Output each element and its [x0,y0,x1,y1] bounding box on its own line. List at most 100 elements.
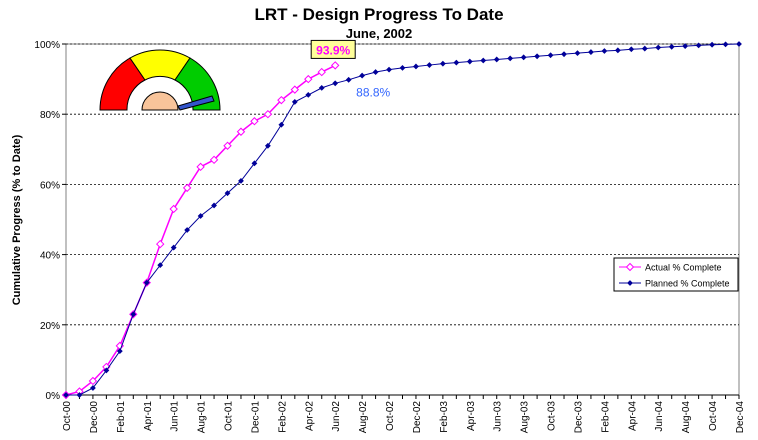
x-tick-label: Aug-02 [358,401,369,434]
planned-marker [157,262,164,269]
planned-marker [628,46,635,53]
x-tick-label: Dec-04 [735,401,746,434]
actual-marker [330,61,340,70]
actual-marker [169,204,178,214]
planned-marker [345,76,352,83]
gauge-hub [141,91,179,111]
x-tick-label: Oct-01 [224,401,235,431]
x-tick-label: Dec-03 [573,401,584,434]
y-tick-label: 40% [40,251,60,262]
y-tick-label: 20% [40,321,60,332]
x-tick-label: Aug-03 [520,401,531,434]
planned-marker [332,80,339,87]
planned-marker [116,348,123,355]
actual-marker [156,239,165,249]
planned-marker [318,84,325,91]
planned-marker [574,50,581,57]
actual-marker [277,95,286,105]
chart-title: LRT - Design Progress To Date [254,5,503,24]
planned-marker [709,41,715,48]
gauge [99,49,221,111]
legend-marker [625,262,635,272]
actual-marker [263,109,273,119]
legend-marker [627,280,633,286]
actual-marker [182,183,192,193]
planned-marker [76,392,83,398]
value-label: 88.8% [356,85,390,99]
legend-label: Actual % Complete [645,263,722,273]
gauge-needle [177,95,215,111]
planned-marker [238,177,244,184]
planned-marker [695,42,702,49]
x-tick-label: Apr-03 [466,401,477,431]
actual-marker [317,67,326,77]
planned-marker [561,51,567,58]
x-tick-label: Aug-04 [681,401,692,434]
value-label: 93.9% [316,43,350,57]
planned-marker [251,160,258,167]
planned-marker [386,66,392,73]
x-tick-label: Dec-00 [89,401,100,434]
chart-subtitle: June, 2002 [346,26,413,41]
y-axis-label: Cumulative Progress (% to Date) [11,134,23,305]
x-tick-label: Jun-02 [331,401,342,432]
legend-label: Planned % Complete [645,279,730,289]
actual-marker [88,376,98,386]
x-tick-label: Oct-00 [62,401,73,431]
legend-box [613,257,739,292]
x-tick-label: Aug-01 [197,401,208,434]
planned-marker [547,52,554,59]
x-tick-label: Oct-02 [385,401,396,431]
x-tick-label: Feb-02 [277,401,288,433]
planned-marker [211,202,217,209]
planned-marker [103,367,110,374]
x-tick-label: Apr-01 [143,401,154,431]
planned-marker [722,41,729,48]
actual-marker [304,74,313,84]
planned-marker [197,213,204,219]
planned-marker [291,99,298,105]
planned-marker [372,69,379,75]
actual-marker [209,155,219,165]
planned-marker [305,91,312,98]
x-tick-label: Oct-04 [708,401,719,431]
actual-marker [290,85,300,94]
x-tick-label: Dec-01 [250,401,261,434]
x-tick-label: Jun-03 [493,401,504,432]
planned-marker [736,41,742,47]
planned-marker [439,60,446,67]
y-tick-label: 100% [34,40,60,51]
value-label-box [310,39,356,59]
x-tick-label: Jun-04 [654,401,665,432]
planned-marker [601,48,608,54]
planned-marker [614,47,621,54]
planned-marker [224,190,231,197]
x-tick-label: Jun-01 [170,401,181,432]
y-tick-label: 60% [40,180,60,191]
actual-marker [236,127,246,136]
x-tick-label: Feb-01 [116,401,127,433]
x-tick-label: Apr-04 [627,401,638,431]
x-tick-label: Feb-03 [439,401,450,433]
planned-marker [466,58,473,65]
planned-marker [588,49,594,55]
planned-marker [170,244,177,251]
series-line [65,64,336,396]
planned-marker [90,385,96,391]
y-tick-label: 0% [46,391,61,402]
y-tick-label: 80% [40,110,60,121]
planned-marker [264,142,271,149]
planned-marker [63,392,69,398]
x-tick-label: Dec-02 [412,401,423,434]
planned-marker [655,44,662,51]
planned-marker [399,64,406,71]
planned-marker [641,45,648,52]
planned-marker [507,55,514,62]
planned-marker [493,56,500,63]
x-tick-label: Feb-04 [600,401,611,433]
planned-marker [668,43,675,50]
planned-marker [359,72,366,79]
planned-marker [682,43,689,50]
planned-marker [278,121,285,128]
